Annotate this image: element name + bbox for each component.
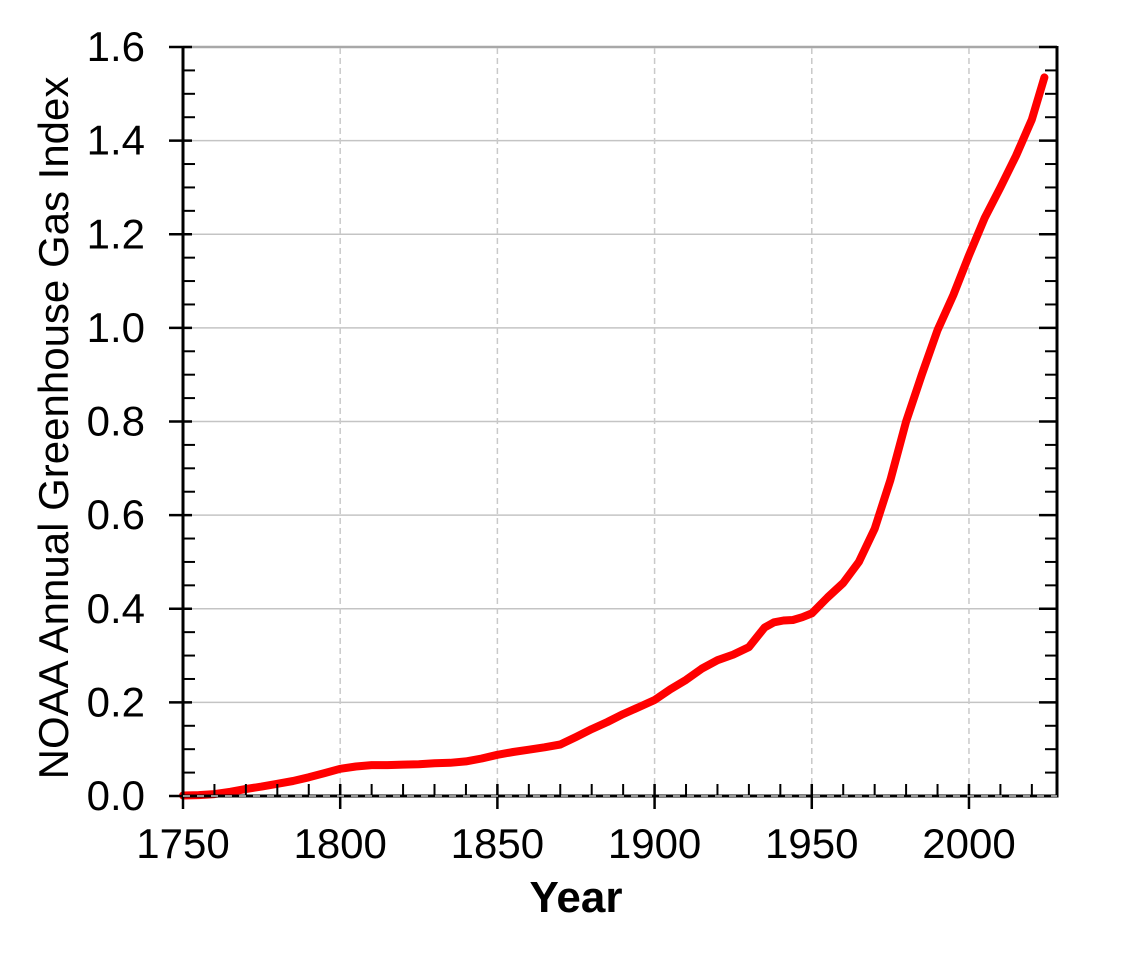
y-tick-label-1.6: 1.6 (87, 23, 145, 70)
axis-layer (169, 45, 1059, 809)
aggi-series-line (179, 73, 1049, 800)
y-axis-title: NOAA Annual Greenhouse Gas Index (30, 77, 77, 780)
x-tick-label-1750: 1750 (136, 820, 229, 867)
y-tick-label-0.6: 0.6 (87, 491, 145, 538)
x-tick-label-1950: 1950 (765, 820, 858, 867)
y-tick-label-0.2: 0.2 (87, 678, 145, 725)
series-layer (179, 73, 1049, 800)
x-tick-label-2000: 2000 (922, 820, 1015, 867)
x-axis-title: Year (530, 873, 623, 922)
y-tick-label-0.4: 0.4 (87, 585, 145, 632)
x-tick-label-1800: 1800 (293, 820, 386, 867)
x-tick-label-1900: 1900 (608, 820, 701, 867)
x-tick-label-1850: 1850 (451, 820, 544, 867)
y-tick-label-1.4: 1.4 (87, 117, 145, 164)
y-tick-label-1.0: 1.0 (87, 304, 145, 351)
grid-layer (183, 45, 1057, 795)
y-tick-label-0.8: 0.8 (87, 398, 145, 445)
tick-label-layer: 1750 1800 1850 1900 1950 2000 0.0 0.2 0.4 0.6 0.8 1… (87, 23, 1016, 867)
y-tick-label-1.2: 1.2 (87, 210, 145, 257)
y-tick-label-0.0: 0.0 (87, 772, 145, 819)
